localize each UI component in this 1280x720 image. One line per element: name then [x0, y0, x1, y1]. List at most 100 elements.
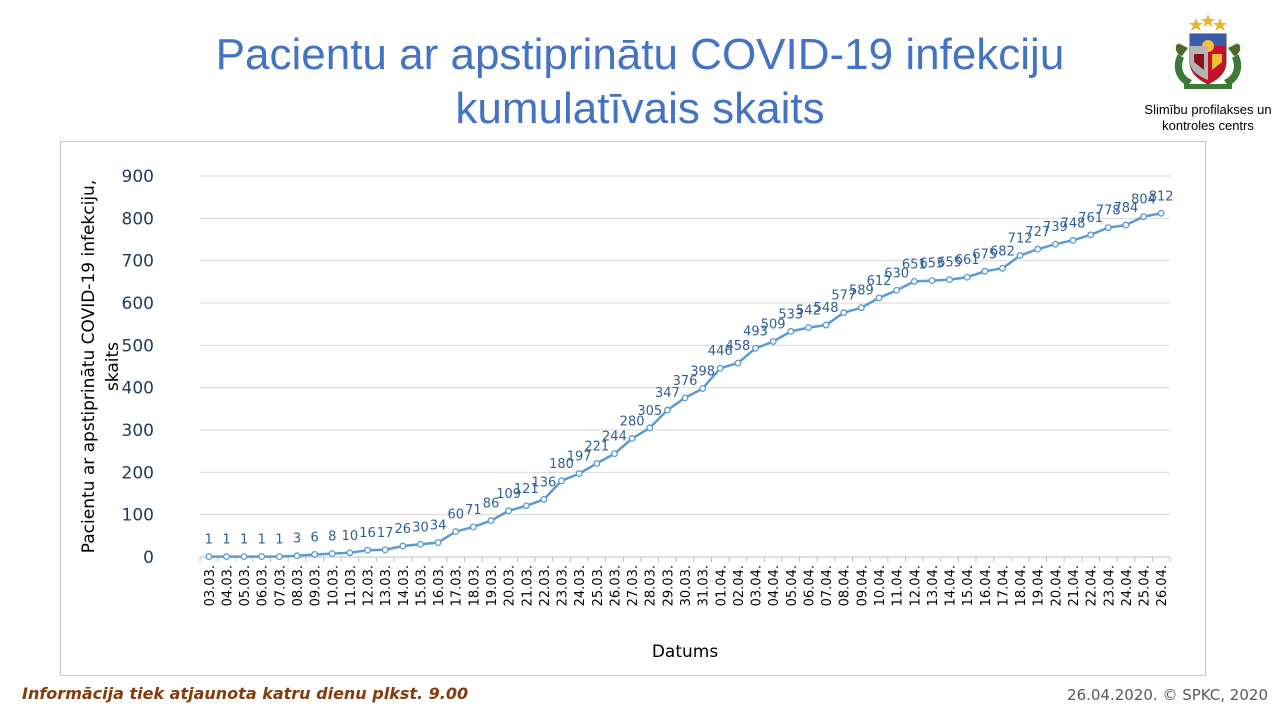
data-point: [699, 385, 707, 392]
x-tick-label: 20.03.: [503, 565, 518, 606]
x-tick-label: 09.04.: [855, 565, 870, 606]
data-label: 1: [258, 533, 266, 548]
x-tick-label: 04.03.: [220, 565, 235, 606]
data-label: 10: [342, 529, 359, 544]
data-point: [540, 495, 548, 503]
data-point: [223, 553, 230, 561]
data-point: [575, 470, 583, 478]
x-tick-label: 23.03.: [556, 565, 571, 606]
y-tick-label: 700: [122, 252, 154, 272]
data-label: 6: [310, 530, 318, 545]
data-point: [399, 542, 407, 550]
data-point: [364, 546, 371, 554]
y-tick-label: 900: [122, 167, 154, 187]
data-label: 446: [708, 344, 733, 359]
x-tick-label: 18.04.: [1014, 565, 1029, 606]
data-point: [840, 309, 848, 317]
data-label: 8: [328, 530, 336, 545]
update-note: Informācija tiek atjaunota katru dienu p…: [22, 684, 469, 703]
data-label: 682: [990, 244, 1015, 259]
x-tick-label: 07.04.: [820, 565, 835, 606]
data-label: 712: [1008, 232, 1033, 247]
data-point: [681, 394, 689, 402]
cumulative-cases-line-chart: 0 100 200 300 400 500 600 700 800 900 03.03. 04.03.…: [79, 167, 1174, 662]
data-point: [646, 424, 654, 432]
page-title: Pacientu ar apstiprinātu COVID-19 infekc…: [100, 28, 1180, 136]
x-tick-label: 28.03.: [644, 565, 659, 606]
data-point: [1122, 221, 1130, 229]
y-tick-label: 400: [122, 379, 154, 399]
data-label: 727: [1025, 225, 1050, 240]
x-tick-label: 23.04.: [1102, 565, 1117, 606]
data-label: 60: [447, 508, 464, 523]
data-label: 655: [937, 256, 962, 271]
data-point: [505, 507, 513, 515]
x-tick-label: 07.03.: [273, 565, 288, 606]
data-label: 109: [496, 487, 521, 502]
data-point: [311, 551, 319, 558]
organization-name: Slimību profilakses un kontroles centrs: [1144, 102, 1272, 133]
x-tick-label: 05.04.: [785, 565, 800, 606]
y-tick-label: 0: [143, 548, 154, 568]
data-point: [1069, 236, 1077, 244]
data-label: 86: [483, 497, 500, 512]
data-label: 548: [814, 301, 839, 316]
x-tick-label: 14.03.: [397, 565, 412, 606]
x-tick-label: 10.03.: [326, 565, 341, 606]
data-point: [752, 344, 759, 352]
x-tick-label: 26.03.: [608, 565, 623, 606]
x-tick-label: 12.04.: [908, 565, 923, 606]
data-point: [769, 338, 777, 345]
x-tick-label: 14.04.: [944, 565, 959, 606]
data-label: 612: [867, 274, 892, 289]
latvia-coat-of-arms-icon: [1174, 14, 1242, 89]
data-point: [787, 327, 795, 335]
x-tick-label: 21.04.: [1067, 565, 1082, 606]
data-label: 1: [240, 533, 248, 548]
y-axis-title-line-1: Pacientu ar apstiprinātu COVID-19 infekc…: [79, 180, 99, 553]
data-label: 761: [1078, 211, 1103, 226]
data-label: 778: [1096, 204, 1121, 219]
data-point: [734, 359, 742, 367]
data-label: 16: [359, 526, 376, 541]
data-label: 577: [831, 289, 856, 304]
x-axis-title: Datums: [652, 642, 719, 662]
data-point: [981, 267, 989, 275]
x-tick-label: 24.04.: [1120, 565, 1135, 606]
data-label: 589: [849, 284, 874, 299]
data-point: [452, 528, 460, 536]
y-tick-label: 300: [122, 421, 154, 441]
data-point: [487, 517, 495, 525]
data-point: [910, 277, 918, 285]
y-tick-label: 500: [122, 336, 154, 356]
data-label: 71: [465, 503, 482, 518]
data-label: 376: [673, 374, 698, 389]
x-tick-label: 22.04.: [1085, 565, 1100, 606]
data-label: 812: [1149, 189, 1174, 204]
data-label: 244: [602, 430, 627, 445]
data-label: 509: [761, 318, 786, 333]
data-label: 458: [725, 339, 750, 354]
x-tick-label: 09.03.: [309, 565, 324, 606]
x-tick-label: 24.03.: [573, 565, 588, 606]
data-point: [434, 539, 442, 547]
data-label: 661: [955, 253, 980, 268]
y-tick-label: 200: [122, 463, 154, 483]
data-point: [275, 553, 283, 561]
x-tick-label: 08.03.: [291, 565, 306, 606]
data-label: 34: [430, 519, 447, 534]
data-label: 197: [567, 450, 592, 465]
footer-date-copyright: 26.04.2020. © SPKC, 2020: [1067, 686, 1268, 704]
data-point: [1157, 209, 1165, 217]
data-label: 675: [972, 247, 997, 262]
data-point: [240, 553, 248, 561]
data-label: 121: [514, 482, 539, 497]
x-tick-label: 17.04.: [996, 565, 1011, 606]
x-tick-label: 08.04.: [838, 565, 853, 606]
data-point: [469, 523, 477, 531]
data-point: [805, 324, 812, 332]
x-tick-label: 11.03.: [344, 565, 359, 606]
data-label: 653: [919, 257, 944, 272]
x-tick-label: 30.03.: [679, 565, 694, 606]
data-point: [593, 459, 601, 467]
